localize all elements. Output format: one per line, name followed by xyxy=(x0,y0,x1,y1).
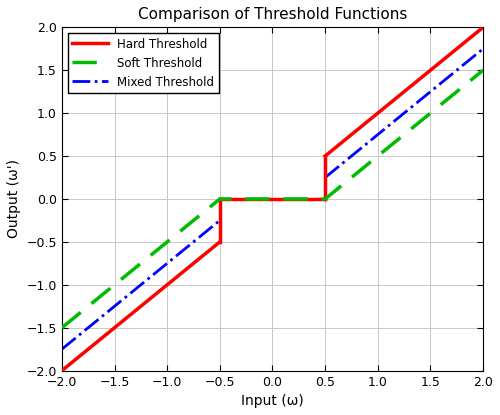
Hard Threshold xyxy=(217,239,223,244)
Soft Threshold xyxy=(322,196,328,201)
Mixed Threshold xyxy=(59,347,65,352)
Line: Hard Threshold: Hard Threshold xyxy=(62,242,220,371)
Mixed Threshold xyxy=(156,268,162,273)
X-axis label: Input (ω): Input (ω) xyxy=(241,394,304,408)
Line: Soft Threshold: Soft Threshold xyxy=(62,70,483,328)
Mixed Threshold xyxy=(60,346,66,351)
Legend: Hard Threshold, Soft Threshold, Mixed Threshold: Hard Threshold, Soft Threshold, Mixed Th… xyxy=(68,33,219,93)
Mixed Threshold xyxy=(202,230,208,235)
Mixed Threshold xyxy=(152,271,158,276)
Mixed Threshold xyxy=(153,270,159,275)
Y-axis label: Output (ω'): Output (ω') xyxy=(7,159,21,239)
Soft Threshold xyxy=(217,196,223,201)
Title: Comparison of Threshold Functions: Comparison of Threshold Functions xyxy=(138,7,407,22)
Mixed Threshold xyxy=(192,238,198,243)
Soft Threshold xyxy=(480,68,486,73)
Hard Threshold xyxy=(59,368,65,373)
Soft Threshold xyxy=(59,325,65,330)
Line: Mixed Threshold: Mixed Threshold xyxy=(62,220,220,349)
Soft Threshold xyxy=(322,196,328,201)
Soft Threshold xyxy=(217,196,223,201)
Mixed Threshold xyxy=(217,218,223,223)
